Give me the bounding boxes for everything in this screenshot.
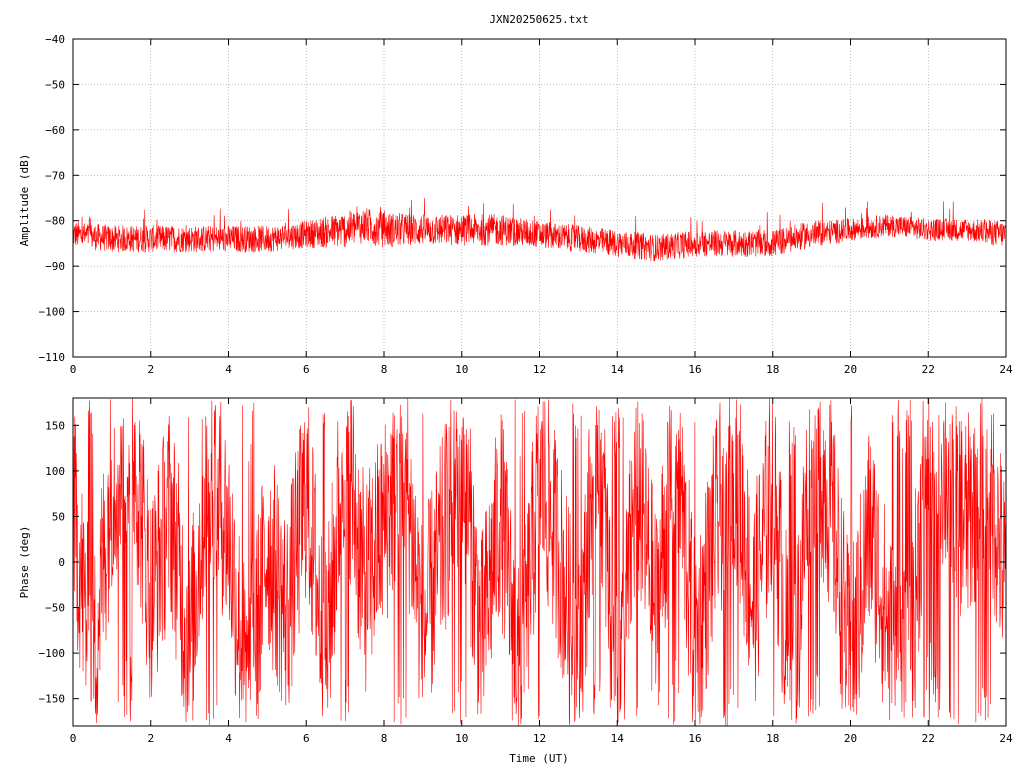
phase-x-tick-label: 8: [381, 732, 388, 745]
phase-y-tick-label: 0: [58, 556, 65, 569]
phase-y-tick-label: 100: [45, 465, 65, 478]
phase-y-tick-label: −100: [39, 647, 66, 660]
phase-y-tick-label: −150: [39, 693, 66, 706]
phase-x-tick-label: 24: [999, 732, 1013, 745]
phase-x-tick-label: 4: [225, 732, 232, 745]
amplitude-series-line: [73, 197, 1006, 262]
phase-y-tick-label: −50: [45, 602, 65, 615]
phase-x-tick-label: 16: [688, 732, 701, 745]
amp-x-tick-label: 22: [922, 363, 935, 376]
phase-x-tick-label: 22: [922, 732, 935, 745]
amp-x-tick-label: 2: [147, 363, 154, 376]
amp-y-tick-label: −40: [45, 33, 65, 46]
phase-x-tick-label: 6: [303, 732, 310, 745]
phase-y-axis-label: Phase (deg): [18, 526, 31, 599]
phase-x-tick-label: 12: [533, 732, 546, 745]
amp-x-tick-label: 8: [381, 363, 388, 376]
amp-y-tick-label: −100: [39, 306, 66, 319]
figure-title: JXN20250625.txt: [489, 13, 588, 26]
phase-x-tick-label: 10: [455, 732, 468, 745]
x-axis-label: Time (UT): [509, 752, 569, 765]
amp-x-tick-label: 6: [303, 363, 310, 376]
amp-y-tick-label: −90: [45, 260, 65, 273]
amp-y-tick-label: −60: [45, 124, 65, 137]
amp-x-tick-label: 20: [844, 363, 857, 376]
amp-y-tick-label: −50: [45, 78, 65, 91]
phase-trace: [73, 398, 1006, 726]
amplitude-ticks: 0 2 4 6 8 10 12 14 16 18 20 22 24−110−100−90−80−70−6…: [39, 33, 1013, 376]
amp-y-tick-label: −110: [39, 351, 66, 364]
amp-y-tick-label: −80: [45, 215, 65, 228]
phase-x-tick-label: 20: [844, 732, 857, 745]
amp-x-tick-label: 16: [688, 363, 701, 376]
amp-x-tick-label: 10: [455, 363, 468, 376]
amp-x-tick-label: 24: [999, 363, 1013, 376]
phase-y-tick-label: 50: [52, 510, 65, 523]
amp-x-tick-label: 14: [611, 363, 625, 376]
amplitude-y-axis-label: Amplitude (dB): [18, 154, 31, 247]
phase-x-tick-label: 18: [766, 732, 779, 745]
phase-x-tick-label: 14: [611, 732, 625, 745]
phase-panel: 0 2 4 6 8 10 12 14 16 18 20 22 24−150−100−5005010015…: [18, 397, 1013, 745]
phase-y-tick-label: 150: [45, 419, 65, 432]
amp-x-tick-label: 0: [70, 363, 77, 376]
phase-series-line: [73, 398, 1006, 726]
phase-ticks: 0 2 4 6 8 10 12 14 16 18 20 22 24−150−100−5005010015…: [39, 398, 1013, 745]
amplitude-panel: 0 2 4 6 8 10 12 14 16 18 20 22 24−110−100−90−80−70−6…: [18, 33, 1013, 376]
amp-x-tick-label: 12: [533, 363, 546, 376]
phase-x-tick-label: 2: [147, 732, 154, 745]
amp-y-tick-label: −70: [45, 169, 65, 182]
phase-x-tick-label: 0: [70, 732, 77, 745]
amp-x-tick-label: 4: [225, 363, 232, 376]
amp-x-tick-label: 18: [766, 363, 779, 376]
amplitude-trace: [73, 197, 1006, 262]
